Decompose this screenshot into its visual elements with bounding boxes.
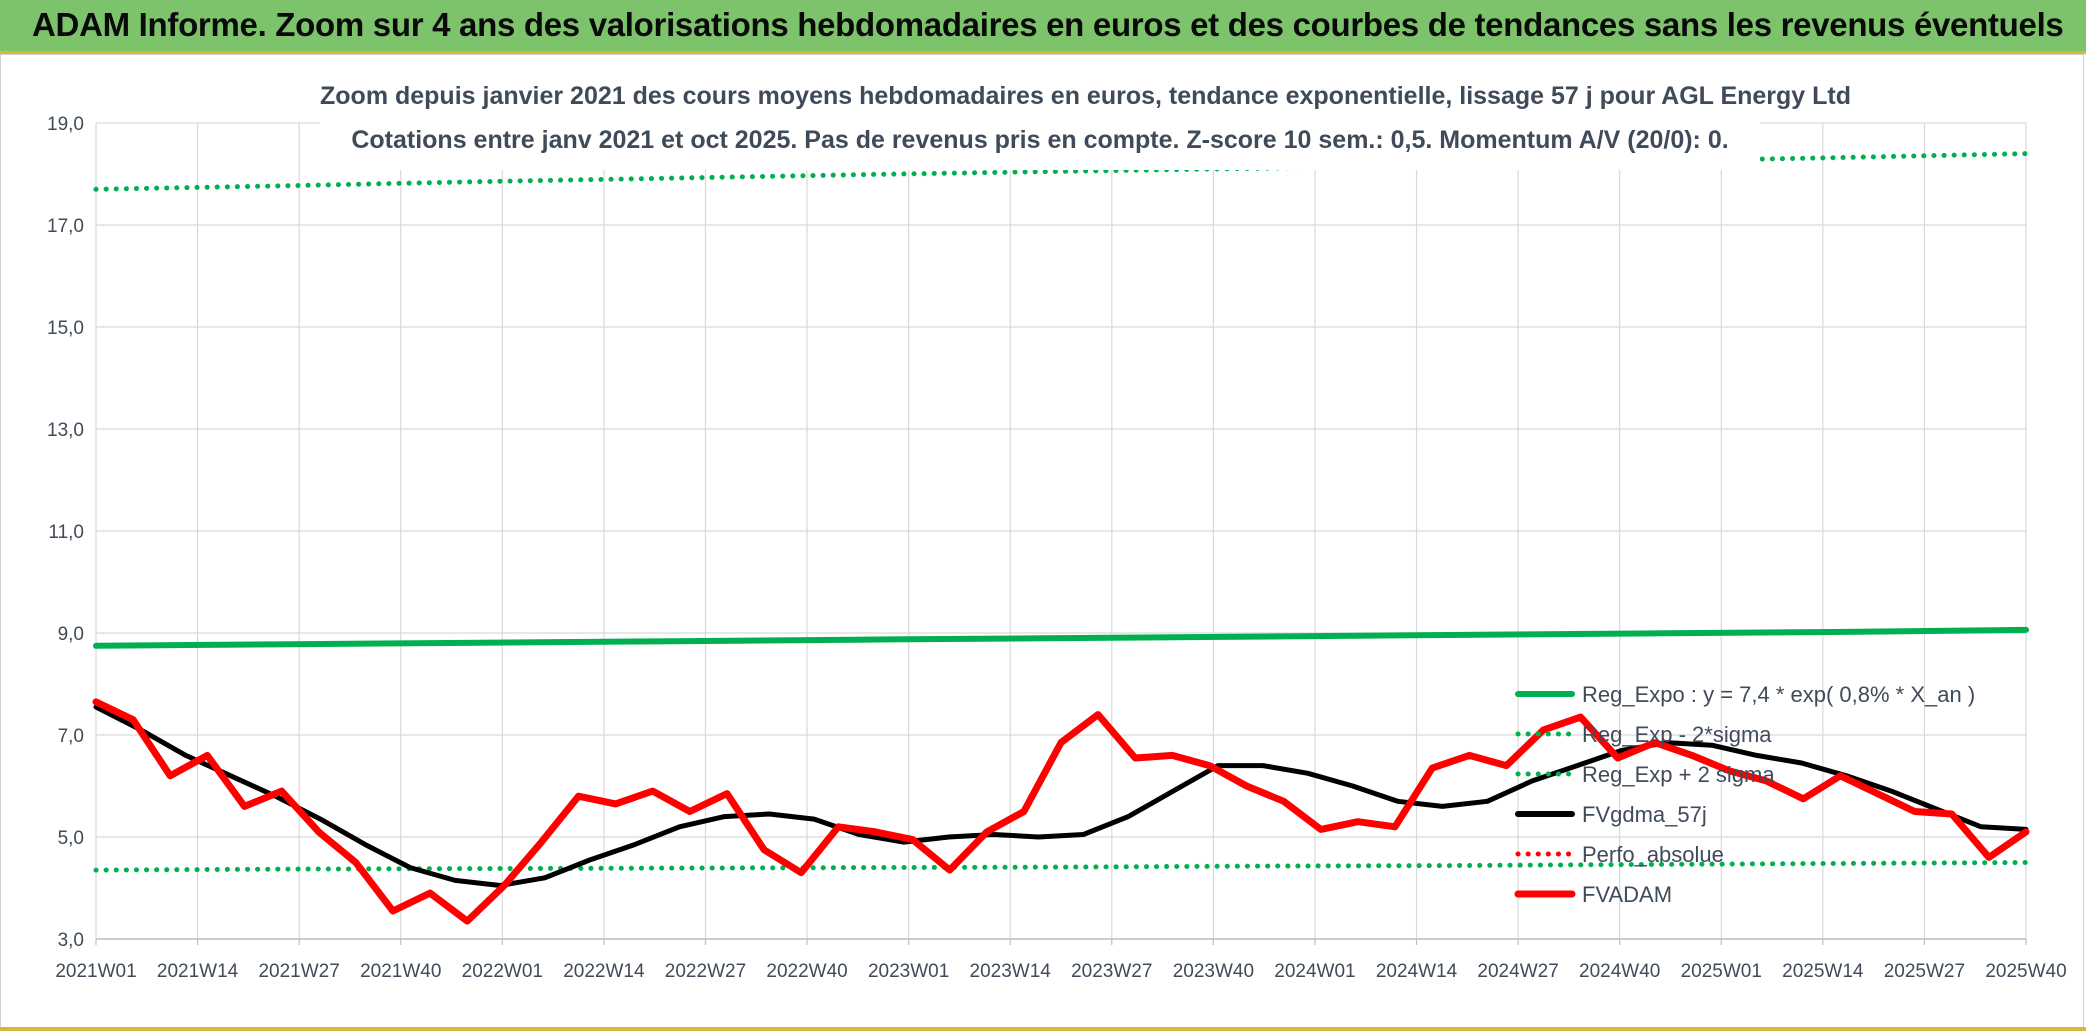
- y-tick-label: 13,0: [47, 420, 84, 441]
- x-tick-label: 2025W40: [1985, 961, 2066, 982]
- series-line-3: [93, 704, 2029, 888]
- legend-label: FVgdma_57j: [1582, 802, 1707, 827]
- x-tick-label: 2023W14: [970, 961, 1052, 982]
- x-tick-label: 2024W01: [1274, 961, 1355, 982]
- page-title: ADAM Informe. Zoom sur 4 ans des valoris…: [32, 6, 2064, 43]
- x-tick-label: 2022W27: [665, 961, 746, 982]
- x-tick-label: 2022W14: [563, 961, 645, 982]
- x-tick-label: 2021W27: [258, 961, 339, 982]
- x-tick-label: 2022W01: [462, 961, 543, 982]
- x-tick-label: 2021W14: [157, 961, 239, 982]
- x-tick-label: 2024W27: [1477, 961, 1558, 982]
- series-line-2: [93, 151, 2029, 192]
- legend-label: Reg_Exp + 2 sigma: [1582, 762, 1775, 787]
- legend-label: Reg_Exp - 2*sigma: [1582, 722, 1772, 747]
- y-tick-label: 5,0: [58, 828, 84, 849]
- legend-label: FVADAM: [1582, 882, 1672, 907]
- chart-series: [92, 151, 2030, 925]
- y-tick-label: 3,0: [58, 930, 84, 951]
- y-tick-label: 9,0: [58, 624, 84, 645]
- x-tick-label: 2024W40: [1579, 961, 1660, 982]
- x-tick-label: 2025W27: [1884, 961, 1965, 982]
- x-tick-label: 2023W01: [868, 961, 949, 982]
- x-tick-label: 2023W40: [1173, 961, 1254, 982]
- series-line-0: [93, 626, 2029, 649]
- x-tick-label: 2024W14: [1376, 961, 1458, 982]
- y-tick-label: 15,0: [47, 318, 84, 339]
- chart-title-line2: Cotations entre janv 2021 et oct 2025. P…: [351, 126, 1729, 154]
- chart-frame: [0, 54, 2084, 1029]
- x-axis-ticks: 2021W01 2021W14 2021W27 2021W40 2022W01 2022W…: [55, 961, 2066, 982]
- x-tick-label: 2022W40: [766, 961, 847, 982]
- bottom-border: [0, 1027, 2086, 1031]
- header-banner: ADAM Informe. Zoom sur 4 ans des valoris…: [0, 0, 2086, 54]
- chart-subtitle-box: Zoom depuis janvier 2021 des cours moyen…: [320, 78, 1852, 170]
- y-tick-label: 11,0: [48, 522, 84, 543]
- chart-title-line1: Zoom depuis janvier 2021 des cours moyen…: [320, 82, 1852, 110]
- grid-lines: [95, 122, 2027, 945]
- y-tick-label: 17,0: [47, 216, 84, 237]
- series-line-5: [92, 698, 2030, 925]
- x-tick-label: 2021W01: [55, 961, 136, 982]
- x-tick-label: 2025W01: [1681, 961, 1762, 982]
- y-tick-label: 7,0: [58, 726, 84, 747]
- x-tick-label: 2025W14: [1782, 961, 1864, 982]
- legend-label: Reg_Expo : y = 7,4 * exp( 0,8% * X_an ): [1582, 682, 1975, 707]
- legend-label: Perfo_absolue: [1582, 842, 1724, 867]
- x-tick-label: 2021W40: [360, 961, 441, 982]
- y-axis-ticks: 3,0 5,0 7,0 9,0 11,0 13,0 15,0 17,0 19,0: [47, 114, 84, 951]
- x-tick-label: 2023W27: [1071, 961, 1152, 982]
- y-tick-label: 19,0: [47, 114, 84, 135]
